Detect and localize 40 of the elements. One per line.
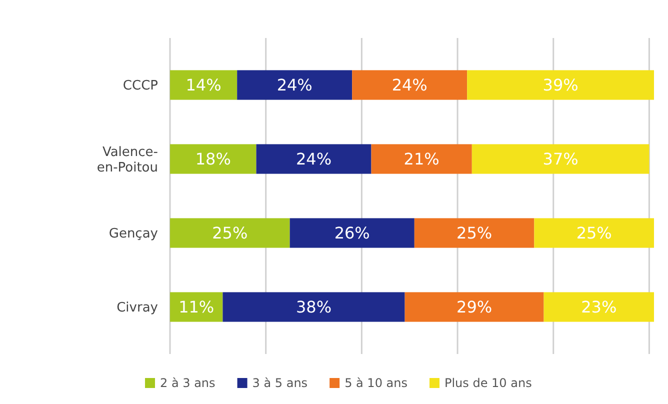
data-label: 24% <box>276 76 312 95</box>
data-label: 25% <box>576 224 612 243</box>
data-label: 23% <box>581 298 617 317</box>
data-label: 11% <box>178 298 214 317</box>
data-label: 25% <box>212 224 248 243</box>
legend-label: 5 à 10 ans <box>344 376 408 390</box>
bar <box>170 70 238 100</box>
y-tick-label: Civray <box>116 300 158 316</box>
data-label: 18% <box>195 150 231 169</box>
bar <box>237 70 352 100</box>
data-label: 26% <box>334 224 370 243</box>
bar <box>414 218 534 248</box>
data-label: 38% <box>296 298 332 317</box>
data-label: 24% <box>296 150 332 169</box>
y-tick-label: CCCP <box>122 78 158 94</box>
bar <box>544 292 654 322</box>
data-label: 29% <box>456 298 492 317</box>
legend-label: 2 à 3 ans <box>160 376 216 390</box>
bar <box>467 70 654 100</box>
bar <box>371 144 472 174</box>
data-label: 14% <box>186 76 222 95</box>
bar <box>222 292 405 322</box>
bar <box>170 144 256 174</box>
data-label: 21% <box>404 150 440 169</box>
legend-label: Plus de 10 ans <box>444 376 532 390</box>
bar <box>352 70 468 100</box>
bar <box>256 144 372 174</box>
data-label: 24% <box>392 76 428 95</box>
bar <box>534 218 654 248</box>
bar <box>404 292 544 322</box>
legend-label: 3 à 5 ans <box>252 376 308 390</box>
y-tick-label: Valence-en-Poitou <box>96 144 158 176</box>
bar <box>472 144 650 174</box>
data-label: 25% <box>456 224 492 243</box>
data-label: 39% <box>542 76 578 95</box>
bar <box>290 218 414 248</box>
data-label: 37% <box>542 150 578 169</box>
bar <box>170 292 223 322</box>
bar <box>170 218 290 248</box>
y-tick-label: Gençay <box>108 226 158 242</box>
